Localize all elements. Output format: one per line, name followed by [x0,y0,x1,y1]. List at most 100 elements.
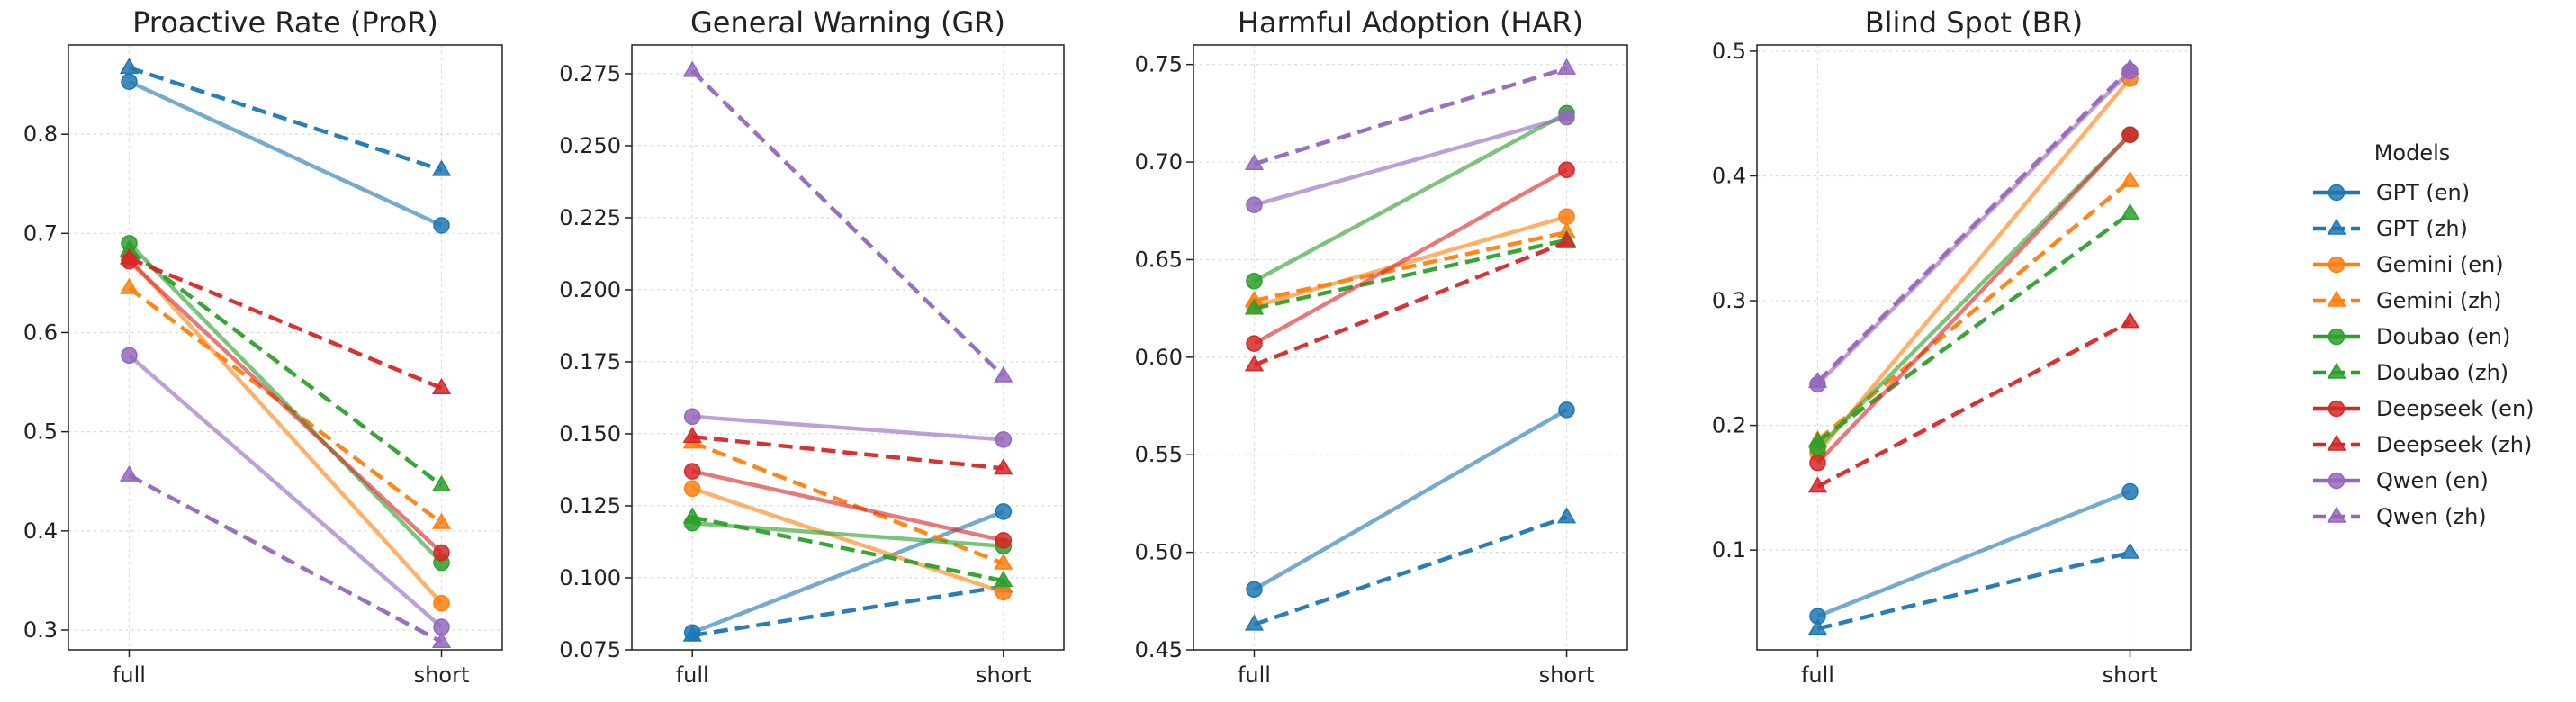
legend-item-doubao-en: Doubao (en) [2313,324,2510,349]
data-point [994,458,1013,475]
data-point [683,408,701,426]
legend: Models GPT (en) GPT (zh) Gemini (en) Gemini… [2313,140,2535,529]
series-qwen-zh [1244,58,1577,171]
y-tick-label: 0.65 [1135,247,1183,272]
series-doubao-zh [1807,202,2140,448]
axes-frame [1756,44,2192,651]
series-line [127,256,444,605]
series-deepseek-zh [682,426,1013,475]
axes-frame [68,44,503,651]
series-line [1253,111,1568,284]
panel-harmful-adoption-har: Harmful Adoption (HAR) 0.45 0.50 0.55 0.60 0.… [1135,5,1628,688]
series-doubao-zh [1244,230,1577,315]
data-point [994,570,1013,588]
series-line [1253,238,1568,310]
x-tick-label: full [1801,662,1834,688]
data-point [1244,614,1265,631]
series-line [128,248,443,487]
series-gpt-zh [1244,507,1577,631]
legend-item-gpt-zh: GPT (zh) [2313,216,2468,241]
series-line [128,79,443,228]
data-point [1558,401,1575,418]
legend-item-qwen-zh: Qwen (zh) [2313,504,2487,529]
data-point [433,594,450,612]
data-point [1244,298,1265,315]
x-tick-label: short [976,662,1031,688]
series-line [691,486,1004,595]
series-qwen-zh [1807,58,2140,388]
data-point [682,426,702,444]
series-gemini-en [1246,208,1575,315]
data-point [1556,507,1577,524]
y-tick-label: 0.6 [23,320,58,345]
data-point [119,58,140,75]
data-point [431,159,452,176]
legend-label: Doubao (zh) [2376,360,2508,385]
series-gpt-zh [682,576,1013,642]
data-point [2121,126,2139,144]
legend-item-qwen-en: Qwen (en) [2313,468,2489,493]
legend-item-gemini-zh: Gemini (zh) [2313,288,2501,313]
data-point [995,431,1013,448]
panel-title: General Warning (GR) [690,5,1005,40]
data-point [1246,335,1263,352]
series-qwen-en [683,408,1013,448]
series-gpt-en [1246,401,1575,598]
series-line [691,584,1004,638]
y-tick-label: 0.275 [559,61,621,86]
panel-title: Blind Spot (BR) [1865,5,2084,40]
legend-marker [2327,506,2346,523]
y-tick-label: 0.3 [23,617,58,643]
legend-marker [2328,184,2346,202]
axes-frame [1193,44,1628,651]
series-line [128,66,443,172]
data-point [1807,371,1828,388]
series-doubao-en [121,235,450,572]
y-tick-label: 0.5 [23,419,58,445]
data-point [1558,208,1575,226]
series-qwen-zh [119,464,452,648]
legend-item-doubao-zh: Doubao (zh) [2313,360,2508,385]
series-line [1816,489,2131,618]
y-tick-label: 0.150 [559,421,621,446]
y-tick-label: 0.125 [559,493,621,518]
data-point [121,73,138,91]
data-point [2120,202,2140,220]
panel-title: Harmful Adoption (HAR) [1238,5,1583,40]
y-tick-label: 0.5 [1712,39,1746,64]
data-point [1807,476,1828,493]
series-gemini-en [683,480,1013,601]
series-line [128,256,443,391]
data-point [2120,170,2140,187]
series-line [127,241,444,564]
y-tick-label: 0.100 [559,565,621,590]
series-line [690,69,1005,378]
legend-marker [2327,218,2346,235]
data-point [1556,231,1577,248]
legend-label: GPT (en) [2376,180,2470,205]
series-line [691,434,1004,471]
data-point [995,532,1013,549]
legend-marker [2327,362,2346,379]
panel-proactive-rate-pror: Proactive Rate (ProR) 0.3 0.4 0.5 0.6 0.7 0.8 f… [23,5,503,688]
data-point [1807,618,1828,635]
series-qwen-en [121,346,450,635]
series-line [692,414,1004,442]
y-tick-label: 0.3 [1712,288,1746,313]
data-point [682,60,702,77]
series-line [691,515,1004,583]
series-line [1816,320,2131,489]
series-line [1815,67,2132,383]
data-point [119,248,140,265]
legend-label: GPT (zh) [2376,216,2468,241]
series-line [1816,550,2131,631]
y-tick-label: 0.50 [1135,540,1183,565]
x-tick-label: short [414,662,470,688]
y-tick-label: 0.8 [23,122,58,147]
y-tick-label: 0.4 [1712,163,1746,188]
series-deepseek-en [1246,161,1575,352]
series-gpt-zh [119,58,452,176]
panel-general-warning-gr: General Warning (GR) 0.075 0.100 0.125 0.150… [559,5,1065,688]
data-point [2120,58,2140,76]
data-point [1809,454,1826,472]
